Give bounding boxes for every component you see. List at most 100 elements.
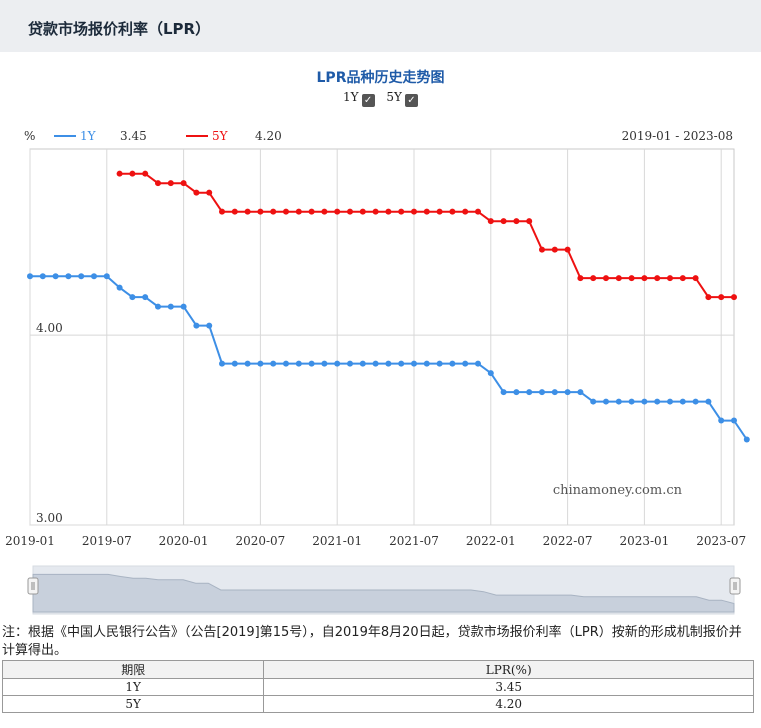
data-point xyxy=(308,360,315,367)
x-tick-label: 2019-07 xyxy=(82,534,132,548)
row-term: 5Y xyxy=(1,695,265,713)
data-point xyxy=(475,208,481,215)
data-point xyxy=(628,398,635,405)
table-header-row: 期限 LPR(%) xyxy=(1,660,754,679)
header-lpr: LPR(%) xyxy=(263,660,754,679)
data-point xyxy=(513,389,520,396)
data-point xyxy=(423,208,430,215)
legend-5y-value: 4.20 xyxy=(255,129,282,143)
data-point xyxy=(347,208,353,215)
data-point xyxy=(603,275,609,282)
data-point xyxy=(436,360,443,367)
data-point xyxy=(500,218,507,225)
lpr-table: 期限 LPR(%) 1Y 3.45 5Y 4.20 xyxy=(1,660,754,713)
data-point xyxy=(564,389,571,396)
data-point xyxy=(526,218,533,225)
x-tick-label: 2022-07 xyxy=(543,534,593,548)
data-point xyxy=(39,273,46,280)
data-point xyxy=(193,322,200,329)
data-point xyxy=(462,208,469,215)
table-row: 1Y 3.45 xyxy=(1,678,754,696)
data-point xyxy=(475,360,481,367)
data-point xyxy=(603,398,609,405)
data-point xyxy=(180,180,187,187)
data-point xyxy=(52,273,59,280)
data-point xyxy=(270,360,277,367)
data-point xyxy=(500,389,507,396)
data-point xyxy=(142,294,149,301)
data-point xyxy=(347,360,353,367)
data-point xyxy=(411,360,417,367)
data-point xyxy=(155,180,161,187)
checkbox-5y[interactable]: ✓ xyxy=(404,94,418,107)
navigator-right-handle[interactable] xyxy=(729,577,741,595)
data-point xyxy=(398,208,405,215)
data-point xyxy=(679,398,686,405)
data-point xyxy=(487,370,494,377)
data-point xyxy=(295,208,302,215)
toggle-5y[interactable]: 5Y ✓ xyxy=(386,90,418,107)
data-point xyxy=(283,360,289,367)
series-toggles: 1Y ✓ 5Y ✓ xyxy=(0,90,761,107)
lpr-chart: % 1Y 3.45 5Y 4.20 2019-01 - 2023-08 4.00… xyxy=(5,129,750,615)
data-point xyxy=(78,273,85,280)
data-point xyxy=(641,275,648,282)
data-point xyxy=(244,208,251,215)
data-point xyxy=(129,170,136,177)
data-point xyxy=(321,208,328,215)
x-tick-label: 2020-07 xyxy=(235,534,285,548)
data-point xyxy=(103,273,110,280)
data-point xyxy=(449,360,456,367)
page-title: 贷款市场报价利率（LPR） xyxy=(28,20,211,38)
data-point xyxy=(27,273,33,280)
data-point xyxy=(385,360,392,367)
data-point xyxy=(385,208,392,215)
data-point xyxy=(667,398,673,405)
data-point xyxy=(295,360,302,367)
data-point xyxy=(436,208,443,215)
data-point xyxy=(577,389,584,396)
y-tick-label: 4.00 xyxy=(36,321,63,335)
data-point xyxy=(539,246,545,253)
data-point xyxy=(359,208,366,215)
data-point xyxy=(321,360,328,367)
data-point xyxy=(167,180,174,187)
data-point xyxy=(449,208,456,215)
data-point xyxy=(167,303,174,310)
toggle-1y[interactable]: 1Y ✓ xyxy=(343,90,375,107)
y-tick-label: 3.00 xyxy=(36,511,63,525)
data-point xyxy=(692,275,699,282)
data-point xyxy=(129,294,136,301)
data-point xyxy=(206,322,213,329)
data-point xyxy=(679,275,686,282)
data-point xyxy=(731,294,737,301)
data-point xyxy=(577,275,584,282)
x-tick-label: 2019-01 xyxy=(5,534,55,548)
row-value: 3.45 xyxy=(263,678,754,696)
data-point xyxy=(398,360,405,367)
x-tick-label: 2023-07 xyxy=(696,534,746,548)
date-range-label: 2019-01 - 2023-08 xyxy=(622,129,733,143)
x-tick-label: 2020-01 xyxy=(159,534,209,548)
chart-title: LPR品种历史走势图 xyxy=(316,70,445,86)
data-point xyxy=(654,275,661,282)
data-point xyxy=(718,294,725,301)
row-value: 4.20 xyxy=(263,695,754,713)
navigator-left-handle[interactable] xyxy=(27,577,39,595)
data-point xyxy=(372,360,379,367)
data-point xyxy=(564,246,571,253)
data-point xyxy=(270,208,277,215)
x-tick-label: 2021-01 xyxy=(312,534,362,548)
toggle-5y-label: 5Y xyxy=(386,90,402,104)
data-point xyxy=(462,360,469,367)
data-point xyxy=(539,389,545,396)
data-point xyxy=(667,275,673,282)
data-point xyxy=(743,436,750,443)
data-point xyxy=(334,208,341,215)
data-point xyxy=(219,360,225,367)
series-5y xyxy=(116,170,737,301)
data-point xyxy=(219,208,225,215)
checkbox-1y[interactable]: ✓ xyxy=(361,94,375,107)
data-point xyxy=(65,273,72,280)
data-point xyxy=(615,398,622,405)
